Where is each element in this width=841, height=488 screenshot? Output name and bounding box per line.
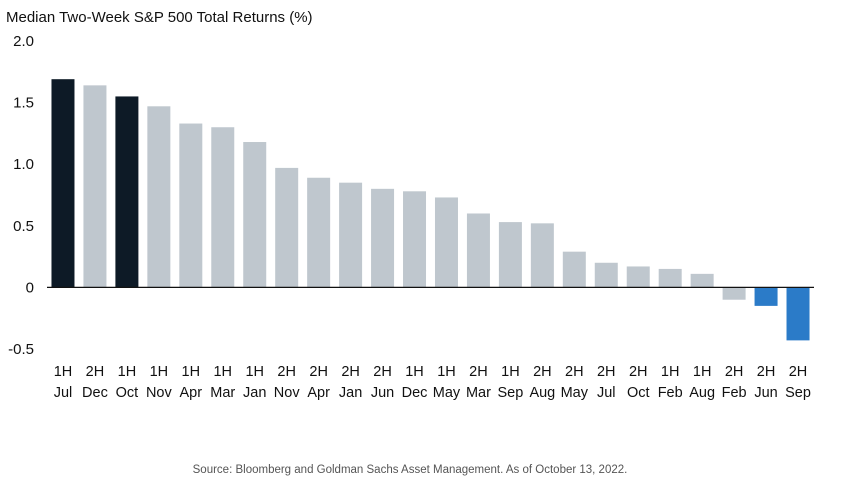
x-tick-label-half: 2H <box>309 364 328 380</box>
x-tick-label-month: Aug <box>529 385 555 401</box>
bar <box>626 266 650 288</box>
x-tick-label-month: Jul <box>597 385 616 401</box>
y-tick-label: 0.5 <box>13 218 34 235</box>
x-tick-label-month: Jun <box>754 385 777 401</box>
chart-title: Median Two-Week S&P 500 Total Returns (%… <box>6 9 313 26</box>
x-tick-label-half: 1H <box>661 364 680 380</box>
y-tick-label: 2.0 <box>13 33 34 50</box>
x-tick-label-half: 2H <box>565 364 584 380</box>
x-tick-label-month: Jul <box>54 385 73 401</box>
bar <box>275 167 299 288</box>
bar <box>786 287 810 341</box>
bar <box>339 182 363 288</box>
x-tick-label-half: 1H <box>150 364 169 380</box>
x-tick-label-half: 2H <box>469 364 488 380</box>
bar <box>83 85 107 288</box>
x-tick-label-half: 1H <box>693 364 712 380</box>
bar <box>658 268 682 288</box>
bar <box>754 287 778 306</box>
x-tick-label-month: Mar <box>210 385 235 401</box>
bar <box>147 106 171 288</box>
bar <box>243 142 267 288</box>
x-tick-label-half: 2H <box>533 364 552 380</box>
bar <box>403 191 427 288</box>
bar <box>211 127 235 288</box>
x-tick-label-half: 2H <box>86 364 105 380</box>
bar <box>562 251 586 288</box>
x-tick-label-month: Nov <box>274 385 301 401</box>
y-tick-label: 0 <box>26 279 34 296</box>
bar <box>51 79 75 288</box>
x-tick-label-half: 1H <box>182 364 201 380</box>
bar <box>434 197 458 288</box>
x-tick-label-month: Jan <box>243 385 266 401</box>
bar <box>690 273 714 288</box>
bar <box>498 222 522 288</box>
x-tick-label-half: 2H <box>597 364 616 380</box>
x-tick-label-half: 1H <box>213 364 232 380</box>
bar <box>307 177 331 288</box>
x-tick-label-half: 2H <box>789 364 808 380</box>
x-tick-label-month: Nov <box>146 385 173 401</box>
x-tick-label-month: Mar <box>466 385 491 401</box>
x-tick-label-half: 2H <box>373 364 392 380</box>
x-tick-label-month: May <box>433 385 461 401</box>
bar <box>371 188 395 288</box>
bar <box>466 213 490 288</box>
x-tick-label-half: 2H <box>725 364 744 380</box>
y-axis: 2.0 1.5 1.0 0.5 0 -0.5 <box>8 33 34 358</box>
x-tick-label-month: Feb <box>722 385 747 401</box>
x-tick-label-half: 2H <box>757 364 776 380</box>
x-tick-label-half: 1H <box>54 364 73 380</box>
y-tick-label: 1.5 <box>13 95 34 112</box>
x-axis: 1H Jul 2H Dec 1H Oct 1H Nov 1H Apr 1H Mar 1H Jan 2H Nov… <box>54 364 811 401</box>
source-note: Source: Bloomberg and Goldman Sachs Asse… <box>193 464 628 476</box>
x-tick-label-month: Feb <box>658 385 683 401</box>
x-tick-label-month: Sep <box>785 385 811 401</box>
x-tick-label-month: Oct <box>627 385 650 401</box>
bar <box>179 123 203 288</box>
x-tick-label-half: 2H <box>629 364 648 380</box>
x-tick-label-half: 1H <box>437 364 456 380</box>
x-tick-label-month: Oct <box>116 385 139 401</box>
x-tick-label-half: 1H <box>118 364 137 380</box>
bar <box>722 287 746 300</box>
bar <box>530 223 554 288</box>
x-tick-label-half: 1H <box>405 364 424 380</box>
x-tick-label-half: 1H <box>245 364 264 380</box>
x-tick-label-month: Sep <box>497 385 523 401</box>
x-tick-label-month: Apr <box>307 385 330 401</box>
bar <box>115 96 139 288</box>
x-tick-label-half: 2H <box>341 364 360 380</box>
bars-group <box>51 79 810 341</box>
y-tick-label: -0.5 <box>8 341 34 358</box>
x-tick-label-month: Jan <box>339 385 362 401</box>
x-tick-label-month: Jun <box>371 385 394 401</box>
x-tick-label-month: Dec <box>82 385 108 401</box>
x-tick-label-month: Aug <box>689 385 715 401</box>
x-tick-label-month: Dec <box>402 385 428 401</box>
x-tick-label-half: 1H <box>501 364 520 380</box>
x-tick-label-month: May <box>561 385 589 401</box>
y-tick-label: 1.0 <box>13 156 34 173</box>
x-tick-label-month: Apr <box>180 385 203 401</box>
bar <box>594 262 618 288</box>
x-tick-label-half: 2H <box>277 364 296 380</box>
